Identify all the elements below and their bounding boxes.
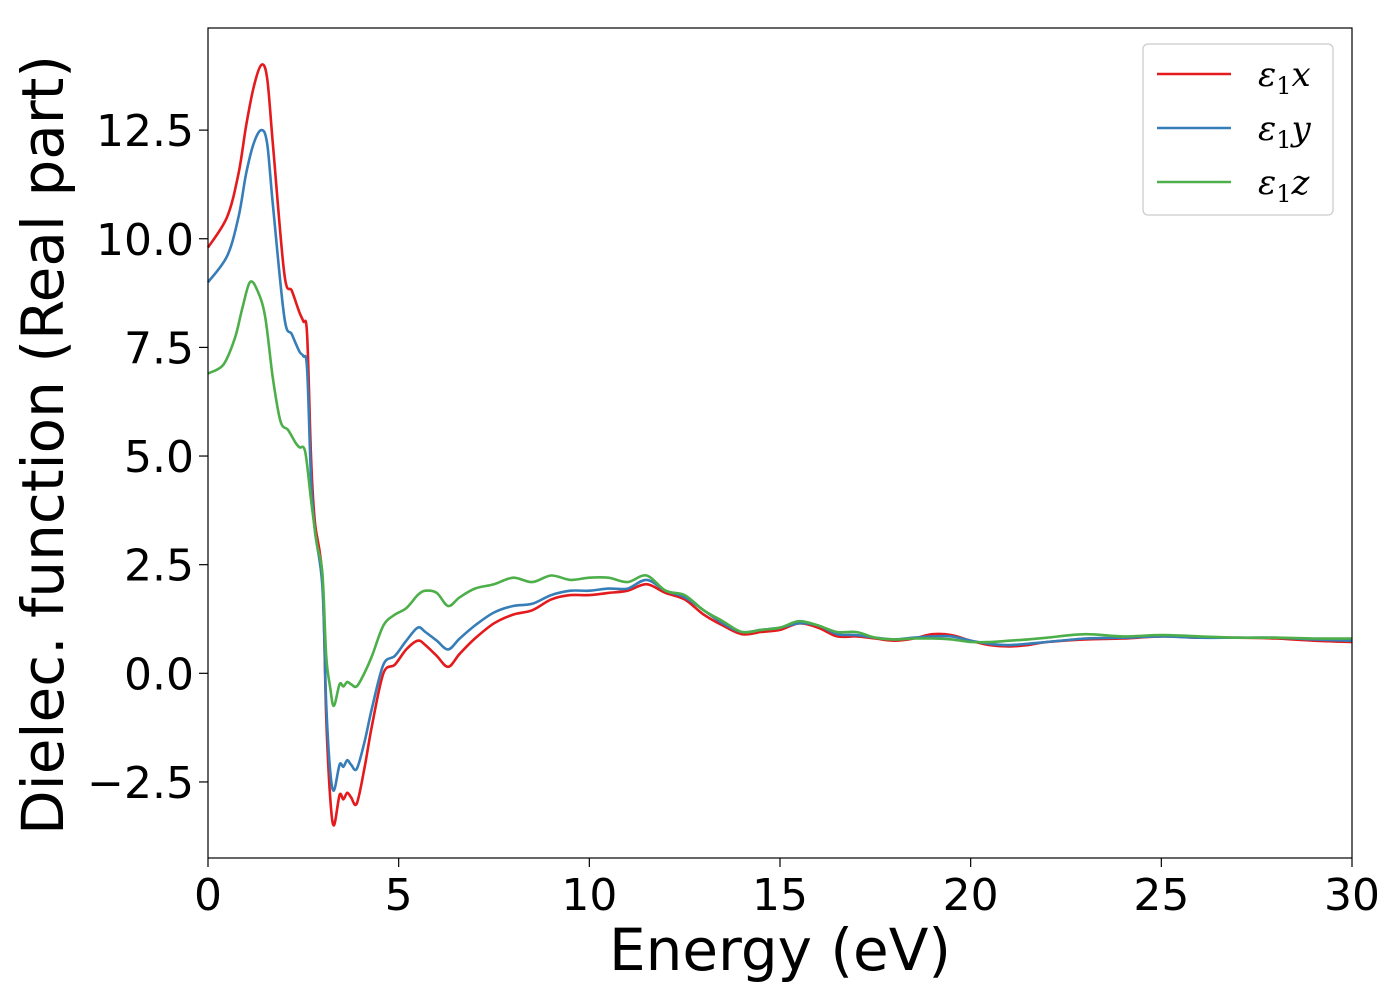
legend-label-x: ε1x bbox=[1258, 55, 1311, 100]
y-tick-label: 10.0 bbox=[96, 215, 194, 266]
x-tick-label: 25 bbox=[1133, 870, 1189, 921]
y-tick-label: 0.0 bbox=[124, 649, 194, 700]
x-tick-label: 20 bbox=[943, 870, 999, 921]
legend-entries: ε1x ε1y ε1z bbox=[1157, 55, 1312, 208]
y-axis-title: Dielec. function (Real part) bbox=[9, 55, 77, 835]
x-tick-label: 10 bbox=[561, 870, 617, 921]
legend: ε1x ε1y ε1z bbox=[1142, 43, 1334, 216]
x-tick-label: 30 bbox=[1324, 870, 1380, 921]
series-line-z bbox=[207, 280, 1353, 708]
series-line-y bbox=[206, 128, 1353, 792]
y-tick-label: 2.5 bbox=[124, 541, 194, 592]
legend-box bbox=[1142, 43, 1334, 216]
x-tick-label: 15 bbox=[752, 870, 808, 921]
legend-label-z: ε1z bbox=[1258, 163, 1311, 208]
y-tick-label: 7.5 bbox=[124, 323, 194, 374]
x-axis-ticks: 0 5 10 15 20 25 30 bbox=[194, 858, 1380, 921]
x-tick-label: 0 bbox=[194, 870, 222, 921]
y-tick-label: 5.0 bbox=[124, 432, 194, 483]
series-layer bbox=[206, 63, 1353, 827]
legend-label-y: ε1y bbox=[1258, 109, 1312, 154]
y-tick-label: 12.5 bbox=[96, 106, 194, 157]
y-axis-ticks: −2.5 0.0 2.5 5.0 7.5 10.0 12.5 bbox=[87, 106, 208, 809]
x-axis-title: Energy (eV) bbox=[609, 916, 951, 984]
x-tick-label: 5 bbox=[385, 870, 413, 921]
y-tick-label: −2.5 bbox=[87, 758, 194, 809]
